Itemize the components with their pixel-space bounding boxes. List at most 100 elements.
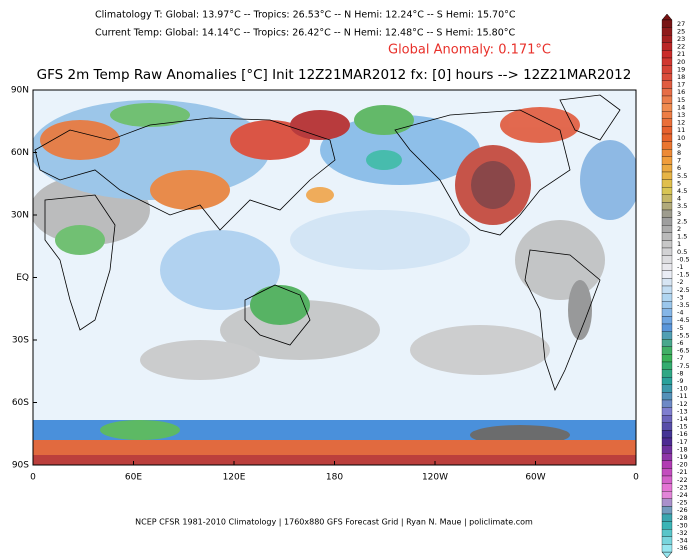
colorbar-swatch <box>661 88 673 97</box>
lon-label: 120W <box>422 473 448 483</box>
colorbar-swatch <box>661 133 673 142</box>
colorbar-label: -22 <box>677 476 688 484</box>
lon-label: 120E <box>223 473 246 483</box>
colorbar-swatch <box>661 323 673 332</box>
footer: NCEP CFSR 1981-2010 Climatology | 1760x8… <box>135 518 533 527</box>
colorbar-label: -24 <box>677 491 688 499</box>
current-line: Current Temp: Global: 14.14°C -- Tropics… <box>95 28 515 39</box>
colorbar-label: -23 <box>677 483 688 491</box>
colorbar-swatch <box>661 118 673 127</box>
colorbar-label: 6 <box>677 164 681 172</box>
colorbar-label: -28 <box>677 514 688 522</box>
colorbar-swatch <box>661 194 673 203</box>
colorbar-swatch <box>661 126 673 135</box>
coastlines <box>34 94 621 392</box>
colorbar-label: -6.5 <box>677 347 690 355</box>
colorbar-label: -17 <box>677 438 688 446</box>
colorbar-label: -5.5 <box>677 331 690 339</box>
colorbar-label: -32 <box>677 529 688 537</box>
colorbar-swatch <box>661 111 673 119</box>
colorbar-label: 20 <box>677 58 685 66</box>
colorbar-label: -26 <box>677 506 688 514</box>
colorbar-label: -21 <box>677 468 688 476</box>
colorbar-swatch <box>661 57 673 66</box>
colorbar: 2725232221201918171615141312111098765.55… <box>661 13 690 559</box>
colorbar-label: -36 <box>677 544 688 552</box>
colorbar-label: -8 <box>677 369 683 377</box>
colorbar-label: 1 <box>677 240 681 248</box>
climatology-line: Climatology T: Global: 13.97°C -- Tropic… <box>95 10 516 21</box>
colorbar-swatch <box>661 278 673 287</box>
colorbar-label: -4.5 <box>677 316 690 324</box>
colorbar-swatch <box>661 263 673 271</box>
colorbar-label: 21 <box>677 50 685 58</box>
colorbar-swatch <box>661 270 673 279</box>
colorbar-label: 7 <box>677 157 681 165</box>
colorbar-label: -10 <box>677 385 688 393</box>
colorbar-arrow <box>661 551 673 559</box>
colorbar-swatch <box>661 506 673 515</box>
colorbar-label: -34 <box>677 537 688 545</box>
colorbar-swatch <box>661 308 673 317</box>
colorbar-swatch <box>661 240 673 249</box>
colorbar-label: -20 <box>677 461 688 469</box>
colorbar-swatch <box>661 468 673 477</box>
colorbar-label: 25 <box>677 27 685 35</box>
colorbar-label: 5 <box>677 179 681 187</box>
colorbar-label: -18 <box>677 445 688 453</box>
colorbar-swatch <box>661 179 673 188</box>
colorbar-label: 19 <box>677 65 685 73</box>
colorbar-swatch <box>661 35 673 43</box>
colorbar-label: 3 <box>677 210 681 218</box>
colorbar-swatch <box>661 483 673 492</box>
colorbar-swatch <box>661 331 673 340</box>
colorbar-swatch <box>661 225 673 233</box>
colorbar-label: 4 <box>677 195 681 203</box>
colorbar-label: 16 <box>677 88 685 96</box>
colorbar-swatch <box>661 536 673 545</box>
colorbar-swatch <box>661 285 673 294</box>
colorbar-swatch <box>661 407 673 416</box>
lon-label: 0 <box>30 473 36 483</box>
colorbar-swatch <box>661 232 673 241</box>
colorbar-swatch <box>661 42 673 51</box>
colorbar-swatch <box>661 27 673 36</box>
colorbar-label: 10 <box>677 134 685 142</box>
colorbar-label: 15 <box>677 96 685 104</box>
colorbar-label: 11 <box>677 126 685 134</box>
colorbar-label: -16 <box>677 430 688 438</box>
colorbar-label: 5.5 <box>677 172 687 180</box>
colorbar-swatch <box>661 316 673 325</box>
lat-label: 90S <box>12 461 29 471</box>
colorbar-swatch <box>661 460 673 469</box>
colorbar-swatch <box>661 354 673 363</box>
colorbar-label: -15 <box>677 423 688 431</box>
colorbar-swatch <box>661 529 673 537</box>
colorbar-swatch <box>661 475 673 484</box>
colorbar-label: -2 <box>677 278 683 286</box>
colorbar-label: -11 <box>677 392 688 400</box>
colorbar-label: 3.5 <box>677 202 687 210</box>
colorbar-swatch <box>661 369 673 378</box>
colorbar-arrow <box>661 13 673 21</box>
map-title: GFS 2m Temp Raw Anomalies [°C] Init 12Z2… <box>37 67 632 83</box>
colorbar-label: 23 <box>677 35 685 43</box>
colorbar-label: -5 <box>677 324 683 332</box>
colorbar-swatch <box>661 415 673 423</box>
lat-label: 30S <box>12 336 29 346</box>
colorbar-label: -2.5 <box>677 286 690 294</box>
colorbar-label: 2.5 <box>677 217 687 225</box>
lon-label: 60E <box>125 473 142 483</box>
colorbar-label: 22 <box>677 43 685 51</box>
colorbar-label: 27 <box>677 20 685 28</box>
colorbar-label: -9 <box>677 377 683 385</box>
colorbar-swatch <box>661 164 673 173</box>
colorbar-swatch <box>661 19 673 28</box>
colorbar-label: -1.5 <box>677 271 690 279</box>
global-anomaly: Global Anomaly: 0.171°C <box>388 43 551 58</box>
colorbar-swatch <box>661 339 673 347</box>
colorbar-label: -7.5 <box>677 362 690 370</box>
colorbar-label: 0.5 <box>677 248 687 256</box>
colorbar-swatch <box>661 65 673 74</box>
